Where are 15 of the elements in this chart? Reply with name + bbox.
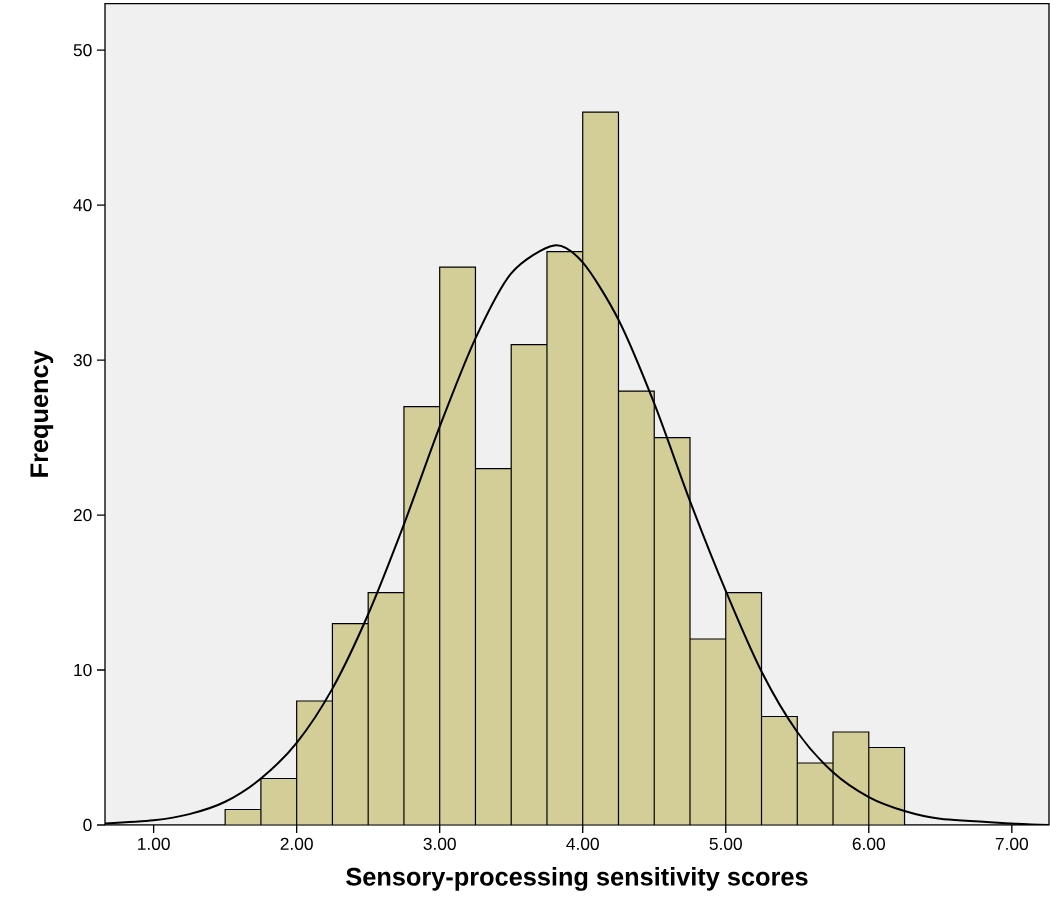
x-tick-label: 1.00: [138, 837, 170, 850]
y-tick-label: 20: [73, 508, 92, 522]
x-axis-title: Sensory-processing sensitivity scores: [346, 867, 808, 891]
y-tick-label: 0: [83, 818, 92, 832]
y-tick-label: 40: [73, 198, 92, 212]
y-tick-label: 10: [74, 663, 92, 677]
y-axis-title: Frequency: [30, 350, 54, 477]
y-tick-label: 30: [73, 353, 92, 367]
x-tick-label: 2.00: [280, 837, 313, 850]
x-tick-label: 4.00: [566, 837, 599, 850]
x-tick-label: 7.00: [995, 837, 1029, 850]
x-tick-label: 6.00: [852, 837, 885, 850]
y-tick-label: 50: [73, 44, 92, 57]
x-tick-label: 5.00: [709, 837, 742, 850]
x-tick-label: 3.00: [423, 837, 456, 850]
